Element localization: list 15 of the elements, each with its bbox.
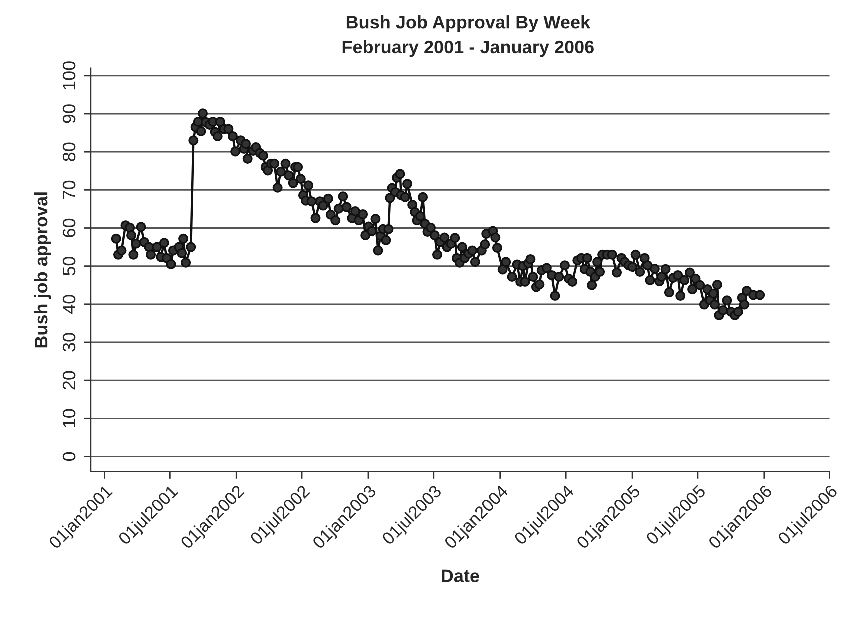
chart-title: Bush Job Approval By Week [346,16,591,32]
y-tick-label: 20 [62,371,76,390]
chart-subtitle: February 2001 - January 2006 [342,40,594,58]
y-tick-label: 30 [62,333,76,352]
y-tick-label: 10 [62,409,76,428]
y-tick-label: 0 [62,452,76,462]
y-tick-label: 60 [62,218,76,238]
y-tick-label: 40 [62,295,76,314]
y-tick-label: 80 [62,142,76,162]
y-tick-label: 70 [62,180,76,200]
y-tick-label: 100 [62,62,76,90]
y-tick-label: 50 [62,256,76,276]
y-axis-title: Bush job approval [34,192,52,348]
y-tick-label: 90 [62,104,76,124]
x-axis-title: Date [442,570,480,582]
